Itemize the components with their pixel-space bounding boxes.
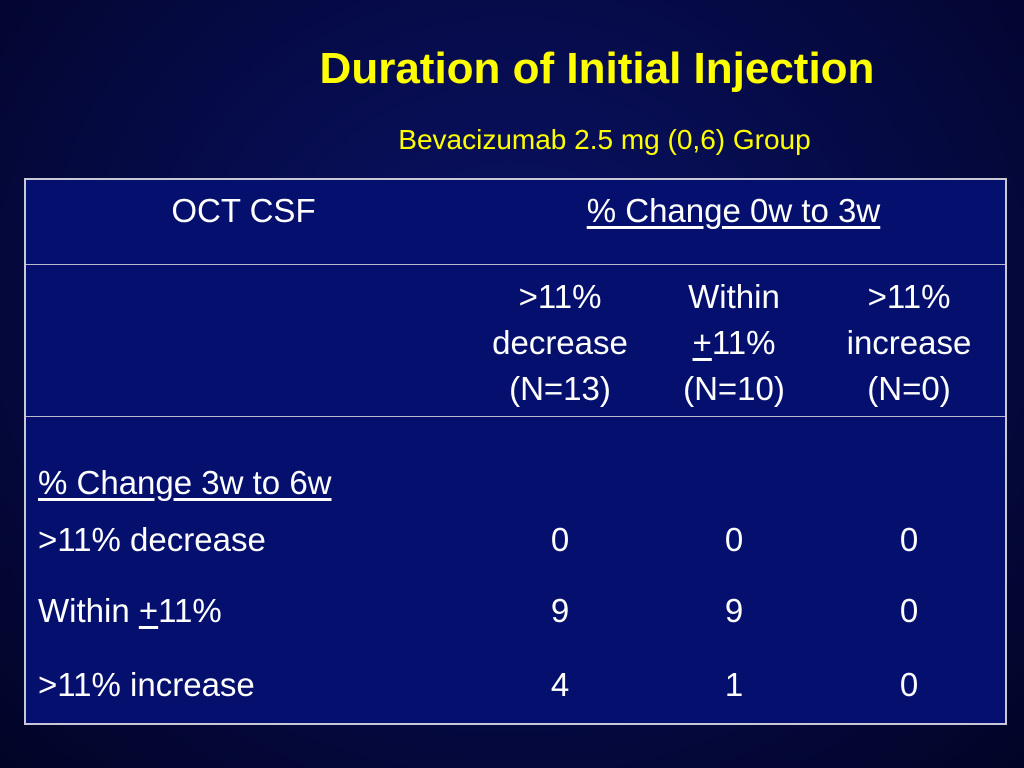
row-label-decrease: >11% decrease [38, 521, 266, 558]
table-cell: 9 [550, 592, 570, 629]
col-header-increase: >11% increase (N=0) [846, 278, 972, 407]
slide-subtitle: Bevacizumab 2.5 mg (0,6) Group [398, 124, 811, 155]
slide-title: Duration of Initial Injection [319, 44, 875, 93]
oct-csf-header: OCT CSF [171, 192, 316, 229]
row-label-within: Within +11% [38, 592, 222, 629]
table-cell: 0 [550, 521, 570, 558]
row-label-increase: >11% increase [38, 666, 255, 703]
table-cell: 0 [899, 592, 919, 629]
col-header-within: Within +11% (N=10) [683, 278, 785, 407]
results-table: OCT CSF % Change 0w to 3w >11% decrease … [24, 178, 1007, 725]
table-cell: 4 [550, 666, 570, 703]
change-0w-3w-header: % Change 0w to 3w [586, 192, 881, 229]
change-3w-6w-header: % Change 3w to 6w [38, 464, 332, 501]
row-divider-1 [26, 264, 1005, 265]
table-cell: 0 [899, 521, 919, 558]
row-divider-2 [26, 416, 1005, 417]
table-cell: 0 [724, 521, 744, 558]
table-cell: 0 [899, 666, 919, 703]
table-cell: 9 [724, 592, 744, 629]
col-header-decrease: >11% decrease (N=13) [492, 278, 628, 407]
table-cell: 1 [724, 666, 744, 703]
